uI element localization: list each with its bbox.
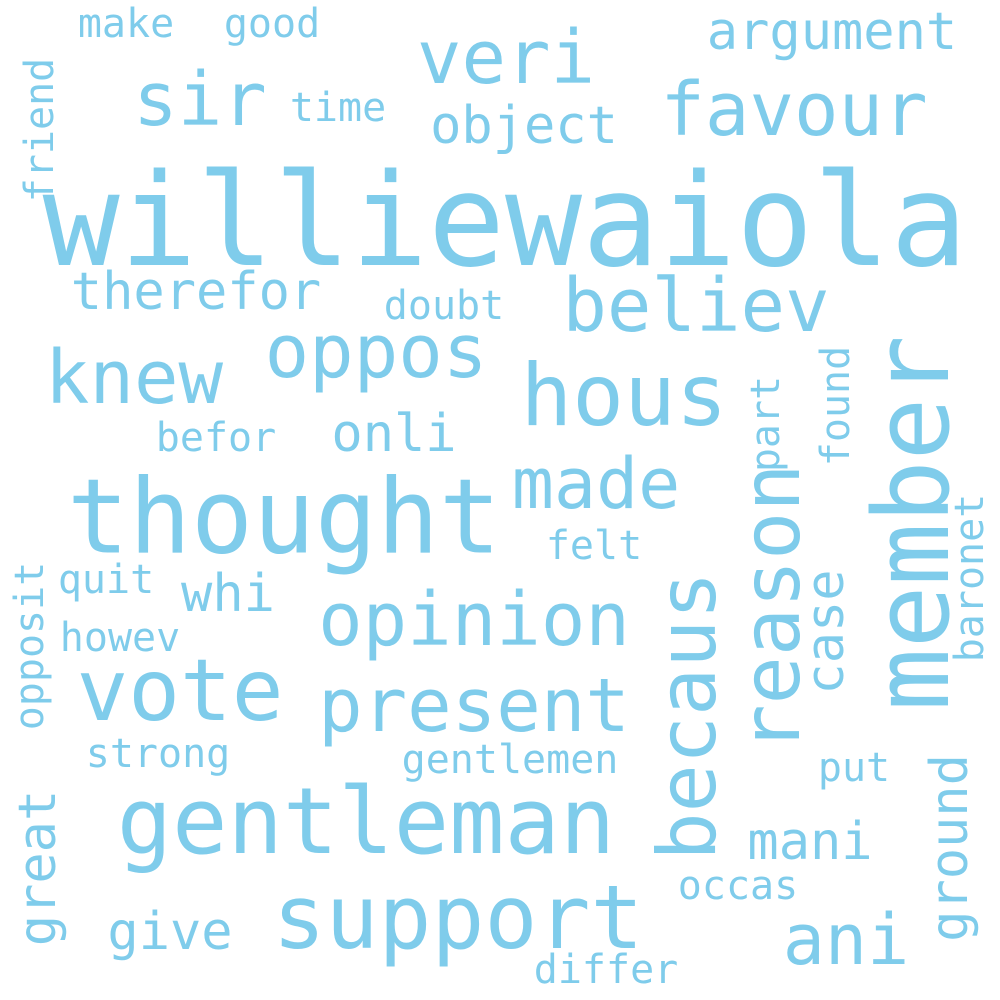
word-part: part bbox=[743, 375, 789, 473]
word-differ: differ bbox=[533, 947, 679, 993]
word-object: object bbox=[430, 96, 618, 156]
word-friend: friend bbox=[17, 57, 63, 203]
word-quit: quit bbox=[57, 557, 155, 603]
word-present: present bbox=[318, 663, 630, 749]
word-opinion: opinion bbox=[318, 577, 630, 663]
word-ground: ground bbox=[920, 754, 980, 942]
word-sir: sir bbox=[133, 57, 267, 143]
word-gentlemen: gentlemen bbox=[401, 737, 619, 783]
word-found: found bbox=[813, 345, 859, 467]
word-believ: believ bbox=[562, 263, 830, 349]
word-strong: strong bbox=[85, 731, 231, 777]
word-give: give bbox=[107, 902, 233, 962]
word-good: good bbox=[223, 1, 321, 47]
word-onli: onli bbox=[331, 404, 457, 464]
word-time: time bbox=[289, 85, 387, 131]
word-case: case bbox=[796, 569, 856, 695]
word-favour: favour bbox=[660, 67, 928, 153]
word-oppos: oppos bbox=[264, 309, 488, 395]
word-hous: hous bbox=[520, 346, 728, 446]
word-occas: occas bbox=[677, 863, 799, 909]
word-baronet: baronet bbox=[947, 493, 993, 663]
word-therefor: therefor bbox=[70, 262, 322, 322]
word-opposit: opposit bbox=[7, 561, 53, 731]
word-vote: vote bbox=[76, 641, 284, 741]
word-make: make bbox=[77, 1, 175, 47]
word-put: put bbox=[817, 745, 891, 791]
word-great: great bbox=[8, 789, 68, 947]
word-argument: argument bbox=[706, 2, 958, 62]
word-knew: knew bbox=[44, 335, 224, 421]
word-veri: veri bbox=[416, 15, 596, 101]
word-howev: howev bbox=[59, 615, 181, 661]
word-made: made bbox=[511, 443, 681, 525]
word-doubt: doubt bbox=[383, 283, 505, 329]
word-thought: thought bbox=[66, 457, 502, 578]
word-gentleman: gentleman bbox=[116, 768, 616, 875]
word-mani: mani bbox=[747, 812, 873, 872]
word-support: support bbox=[272, 866, 644, 969]
word-whi: whi bbox=[181, 564, 275, 624]
word-becaus: becaus bbox=[641, 571, 734, 861]
word-felt: felt bbox=[545, 523, 643, 569]
word-befor: befor bbox=[155, 415, 277, 461]
word-williewaiola: williewaiola bbox=[42, 147, 968, 296]
word-ani: ani bbox=[782, 899, 910, 981]
